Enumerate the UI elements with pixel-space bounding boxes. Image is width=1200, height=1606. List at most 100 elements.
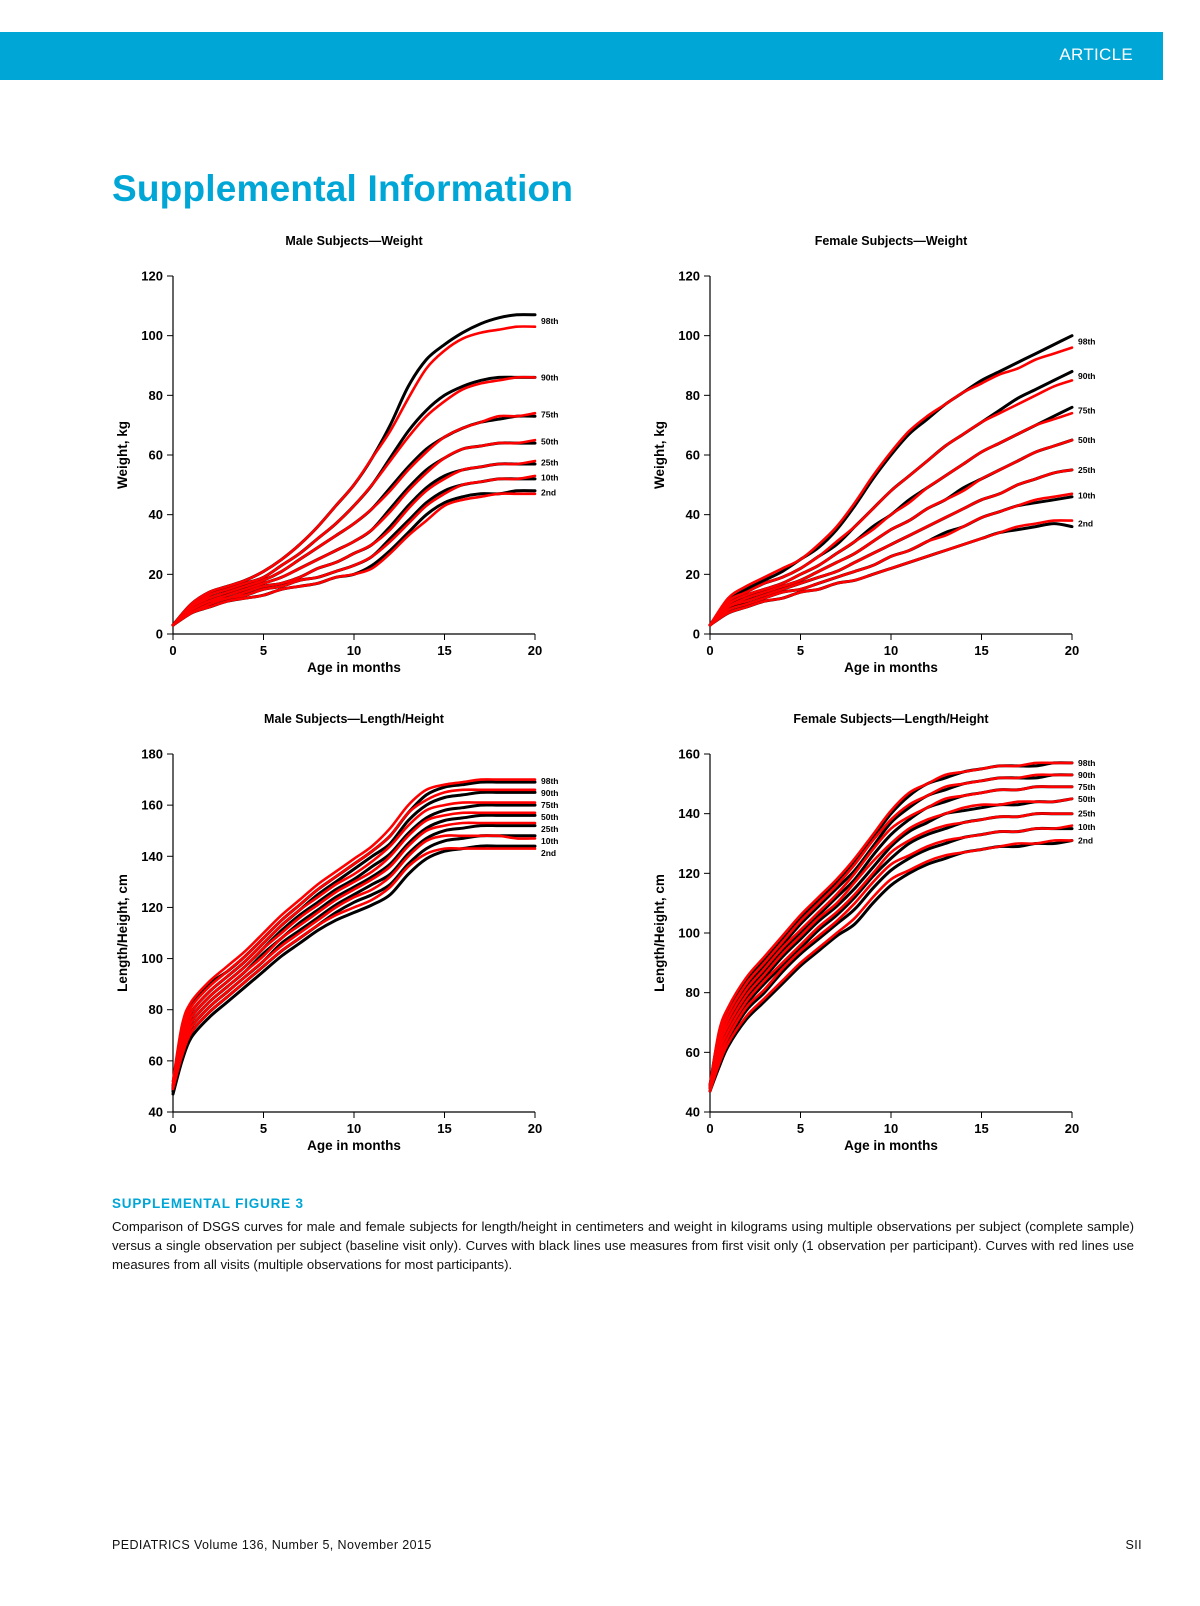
y-tick-label: 60 [686,1045,700,1060]
x-axis-title: Age in months [307,660,401,675]
y-tick-label: 60 [149,448,163,463]
percentile-label-98th: 98th [541,776,558,786]
y-tick-label: 100 [141,328,163,343]
curve-red-2nd [708,519,1074,627]
percentile-label-98th: 98th [541,316,558,326]
percentile-label-90th: 90th [1078,770,1095,780]
curve-red-50th [171,811,537,1086]
figure-caption-text: Comparison of DSGS curves for male and f… [112,1219,1134,1272]
curve-red-98th [708,346,1074,627]
x-tick-label: 20 [1065,1121,1079,1136]
y-tick-label: 100 [141,951,163,966]
curve-red-25th [708,812,1074,1090]
chart-female-length-svg: Female Subjects—Length/Height40608010012… [652,712,1095,1153]
y-tick-label: 160 [678,747,700,762]
y-tick-label: 80 [686,985,700,1000]
chart-female-length: Female Subjects—Length/Height 40 60 80 100 12… [632,706,1122,1166]
y-tick-label: 140 [678,806,700,821]
chart-female-weight-svg: Female Subjects—Weight 0 20 40 60 80 100 120 0 5 1… [652,234,1095,675]
curve-red-10th [171,474,537,627]
y-tick-label: 40 [149,507,163,522]
curve-red-90th [708,379,1074,627]
curve-red-75th [708,411,1074,627]
y-tick-label: 40 [149,1105,163,1120]
percentile-label-25th: 25th [541,457,558,467]
chart-male-length: Male Subjects—Length/Height 40 60 80 100 120 1… [95,706,585,1166]
chart-male-weight-svg: Male Subjects—Weight 0 20 40 60 80 100 120 0 5 10 1… [115,234,558,675]
curve-black-2nd [171,489,537,627]
y-tick-label: 0 [156,627,163,642]
curve-red-10th [708,492,1074,627]
x-tick-label: 20 [528,643,542,658]
x-tick-label: 10 [884,643,898,658]
footer-journal: PEDIATRICS Volume 136, Number 5, Novembe… [112,1538,432,1552]
y-tick-label: 180 [141,747,163,762]
x-tick-label: 5 [797,1121,804,1136]
percentile-label-25th: 25th [1078,465,1095,475]
percentile-label-98th: 98th [1078,758,1095,768]
curve-black-2nd [171,844,537,1096]
y-tick-label: 100 [678,926,700,941]
percentile-label-90th: 90th [541,788,558,798]
chart-title: Female Subjects—Weight [815,234,968,248]
chart-male-weight: Male Subjects—Weight 0 20 40 60 80 100 120 0 5 10 1… [95,228,585,688]
x-tick-label: 10 [884,1121,898,1136]
x-tick-label: 15 [974,1121,988,1136]
percentile-label-50th: 50th [541,437,558,447]
curve-red-50th [708,797,1074,1090]
curve-black-90th [708,370,1074,627]
x-tick-label: 0 [706,643,713,658]
curve-red-25th [171,821,537,1088]
percentile-label-50th: 50th [1078,435,1095,445]
curve-red-98th [171,778,537,1083]
x-tick-label: 20 [1065,643,1079,658]
percentile-label-10th: 10th [541,836,558,846]
y-tick-label: 40 [686,1105,700,1120]
curve-red-10th [171,834,537,1088]
curve-red-75th [708,785,1074,1090]
x-tick-label: 15 [437,643,451,658]
percentile-label-75th: 75th [1078,405,1095,415]
percentile-label-50th: 50th [541,812,558,822]
y-axis-title: Length/Height, cm [652,874,667,992]
curve-black-2nd [708,839,1074,1093]
y-tick-label: 0 [693,627,700,642]
x-tick-label: 5 [260,1121,267,1136]
x-tick-label: 10 [347,1121,361,1136]
curve-red-75th [171,801,537,1086]
curve-red-98th [171,325,537,627]
y-tick-label: 60 [149,1053,163,1068]
chart-female-weight: Female Subjects—Weight 0 20 40 60 80 100 120 0 5 1… [632,228,1122,688]
y-tick-label: 120 [141,900,163,915]
x-tick-label: 5 [260,643,267,658]
x-tick-label: 5 [797,643,804,658]
percentile-label-10th: 10th [1078,822,1095,832]
chart-male-length-svg: Male Subjects—Length/Height4060801001201… [115,712,558,1153]
curve-red-10th [708,824,1074,1093]
percentile-label-50th: 50th [1078,794,1095,804]
footer-page-number: SII [1125,1538,1142,1552]
percentile-label-2nd: 2nd [1078,519,1093,529]
y-tick-label: 20 [149,567,163,582]
percentile-label-75th: 75th [541,800,558,810]
percentile-label-25th: 25th [1078,809,1095,819]
curve-black-98th [171,780,537,1088]
percentile-label-90th: 90th [541,372,558,382]
y-tick-label: 80 [149,388,163,403]
curve-black-90th [171,375,537,627]
x-tick-label: 0 [169,643,176,658]
y-tick-label: 140 [141,849,163,864]
y-axis-title: Weight, kg [652,421,667,489]
curve-red-25th [708,468,1074,627]
curve-red-90th [171,788,537,1083]
percentile-label-25th: 25th [541,824,558,834]
curve-red-2nd [171,846,537,1091]
y-tick-label: 20 [686,567,700,582]
curve-red-75th [171,411,537,627]
x-tick-label: 0 [706,1121,713,1136]
figure-label: SUPPLEMENTAL FIGURE 3 [112,1196,304,1211]
curve-red-2nd [708,838,1074,1093]
percentile-label-2nd: 2nd [541,848,556,858]
chart-title: Male Subjects—Weight [285,234,423,248]
y-tick-label: 100 [678,328,700,343]
